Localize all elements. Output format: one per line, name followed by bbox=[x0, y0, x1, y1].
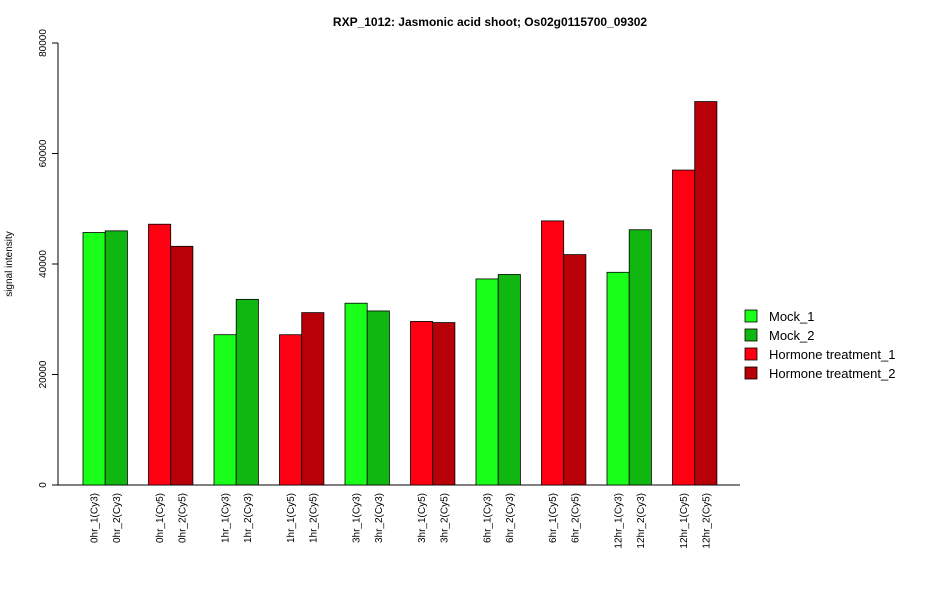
legend: Mock_1 Mock_2 Hormone treatment_1 Hormone t… bbox=[744, 309, 895, 381]
x-tick-label: 0hr_1(Cy5) bbox=[155, 493, 166, 543]
legend-swatch bbox=[744, 328, 758, 342]
y-axis: 0 20000 40000 60000 80000 bbox=[38, 29, 59, 488]
bars bbox=[82, 101, 718, 486]
y-axis-label: signal intensity bbox=[4, 231, 15, 297]
bar bbox=[410, 321, 434, 486]
x-tick-label: 6hr_2(Cy3) bbox=[505, 493, 516, 543]
bar bbox=[541, 220, 565, 486]
bar bbox=[672, 169, 696, 486]
x-tick-label: 12hr_1(Cy5) bbox=[679, 493, 690, 549]
bar bbox=[104, 230, 128, 486]
legend-label: Mock_2 bbox=[769, 328, 815, 343]
x-tick-label: 6hr_1(Cy3) bbox=[483, 493, 494, 543]
bar bbox=[628, 229, 652, 486]
x-tick-label: 3hr_1(Cy5) bbox=[417, 493, 428, 543]
bar bbox=[301, 312, 325, 486]
x-tick-label: 12hr_2(Cy3) bbox=[636, 493, 647, 549]
bar bbox=[694, 101, 718, 486]
x-tick-labels: 0hr_1(Cy3) 0hr_2(Cy3) 0hr_1(Cy5) 0hr_2(Cy5)… bbox=[90, 493, 713, 549]
bar bbox=[82, 232, 106, 486]
x-tick-label: 12hr_1(Cy3) bbox=[614, 493, 625, 549]
bar bbox=[606, 271, 630, 486]
x-tick-label: 6hr_1(Cy5) bbox=[548, 493, 559, 543]
legend-label: Mock_1 bbox=[769, 309, 815, 324]
bar bbox=[235, 298, 259, 486]
x-tick-label: 3hr_2(Cy3) bbox=[374, 493, 385, 543]
bar bbox=[475, 278, 499, 486]
x-tick-label: 3hr_2(Cy5) bbox=[439, 493, 450, 543]
legend-swatch bbox=[744, 366, 758, 380]
bar bbox=[148, 223, 172, 486]
y-tick-label: 20000 bbox=[38, 360, 49, 388]
bar bbox=[170, 245, 194, 486]
x-tick-label: 0hr_2(Cy5) bbox=[177, 493, 188, 543]
bar bbox=[497, 274, 521, 486]
x-tick-label: 1hr_1(Cy5) bbox=[286, 493, 297, 543]
bar bbox=[563, 254, 587, 486]
y-tick-label: 60000 bbox=[38, 139, 49, 167]
x-tick-label: 1hr_1(Cy3) bbox=[221, 493, 232, 543]
x-tick-label: 1hr_2(Cy3) bbox=[243, 493, 254, 543]
legend-label: Hormone treatment_2 bbox=[769, 366, 895, 381]
bar bbox=[213, 334, 237, 486]
x-tick-label: 3hr_1(Cy3) bbox=[352, 493, 363, 543]
chart-title: RXP_1012: Jasmonic acid shoot; Os02g0115… bbox=[333, 15, 648, 29]
bar bbox=[344, 302, 368, 486]
x-tick-label: 12hr_2(Cy5) bbox=[701, 493, 712, 549]
legend-swatch bbox=[744, 347, 758, 361]
y-tick-label: 80000 bbox=[38, 29, 49, 57]
x-tick-label: 6hr_2(Cy5) bbox=[570, 493, 581, 543]
x-tick-label: 0hr_2(Cy3) bbox=[112, 493, 123, 543]
legend-swatch bbox=[744, 309, 758, 323]
x-tick-label: 0hr_1(Cy3) bbox=[90, 493, 101, 543]
bar bbox=[432, 322, 456, 486]
y-tick-label: 40000 bbox=[38, 250, 49, 278]
x-tick-label: 1hr_2(Cy5) bbox=[308, 493, 319, 543]
bar bbox=[366, 310, 390, 486]
y-tick-label: 0 bbox=[38, 482, 49, 488]
bar bbox=[279, 334, 303, 486]
legend-label: Hormone treatment_1 bbox=[769, 347, 895, 362]
